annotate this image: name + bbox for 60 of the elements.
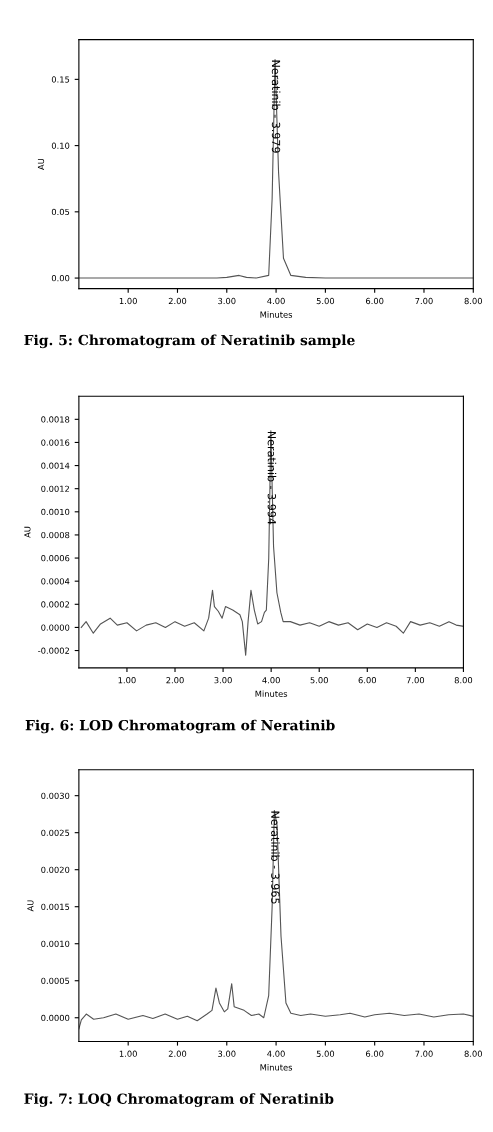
x-axis-title: Minutes [260, 311, 293, 318]
y-tick-label: 0.0010 [41, 940, 70, 948]
line-series [80, 430, 464, 656]
y-tick-label: 0.0020 [41, 866, 70, 873]
x-tick-label: 4.00 [267, 297, 285, 305]
y-tick-label: 0.0025 [41, 829, 70, 836]
text: Fig. 7: LOQ Chromatogram of Neratinib [24, 1093, 334, 1107]
x-tick-label: 6.00 [365, 297, 384, 305]
x-tick-label: 3.00 [218, 297, 236, 305]
x-tick-label: 3.00 [214, 677, 232, 684]
y-tick-label: 0.05 [51, 208, 70, 216]
y-tick-label: 0.0014 [41, 462, 70, 469]
x-tick-label: 2.00 [168, 1050, 187, 1057]
x-tick-label: 5.00 [310, 677, 328, 684]
y-tick-label: 0.0012 [41, 485, 70, 492]
x-tick-label: 1.00 [119, 297, 137, 305]
y-tick-label: 0.0004 [41, 578, 70, 585]
y-tick-label: 0.0002 [41, 601, 70, 608]
x-tick-label: 4.00 [267, 1050, 285, 1057]
x-tick-label: 5.00 [316, 297, 335, 305]
x-tick-label: 1.00 [119, 1050, 137, 1057]
x-tick-label: 2.00 [166, 677, 184, 684]
y-tick-label: 0.0016 [41, 439, 70, 446]
annotation: Neratinib - 3.965 [271, 811, 280, 904]
y-tick-label: 0.0030 [41, 792, 70, 799]
x-tick-label: 1.00 [118, 677, 136, 684]
y-axis-title: AU [24, 526, 31, 538]
x-tick-label: 2.00 [168, 297, 187, 305]
x-tick-label: 8.00 [464, 1050, 482, 1057]
x-tick-label: 7.00 [415, 1050, 433, 1057]
y-tick-label: 0.10 [51, 142, 70, 149]
x-tick-label: 6.00 [365, 1050, 384, 1057]
y-tick-label: 0.0015 [41, 903, 70, 910]
y-tick-label: -0.0002 [38, 647, 70, 654]
x-tick-label: 6.00 [358, 677, 377, 684]
y-tick-label: 0.00 [51, 275, 70, 282]
y-tick-label: 0.15 [51, 76, 70, 83]
y-axis-title: AU [27, 900, 34, 912]
x-tick-label: 7.00 [406, 677, 425, 684]
y-tick-label: 0.0018 [41, 416, 70, 423]
x-tick-label: 4.00 [262, 677, 280, 684]
y-tick-label: 0.0005 [41, 977, 70, 985]
y-tick-label: 0.0010 [41, 508, 70, 516]
x-tick-label: 5.00 [316, 1050, 335, 1057]
annotation: Neratinib - 3.994 [267, 431, 277, 525]
line-series [78, 58, 474, 279]
y-axis-title: AU [37, 158, 45, 170]
y-tick-label: 0.0008 [41, 531, 70, 539]
x-tick-label: 8.00 [464, 297, 482, 305]
x-tick-label: 3.00 [218, 1050, 236, 1057]
annotation: Neratinib - 3.979 [271, 60, 281, 153]
x-tick-label: 8.00 [454, 677, 473, 684]
text: Fig. 5: Chromatogram of Neratinib sample [24, 334, 355, 349]
x-tick-label: 7.00 [415, 297, 433, 305]
x-axis-title: Minutes [255, 690, 288, 697]
text: Fig. 6: LOD Chromatogram of Neratinib [25, 719, 335, 734]
x-axis-title: Minutes [260, 1064, 293, 1071]
y-tick-label: 0.0000 [41, 1014, 70, 1022]
y-tick-label: 0.0006 [41, 555, 70, 562]
y-tick-label: 0.0000 [41, 624, 70, 631]
